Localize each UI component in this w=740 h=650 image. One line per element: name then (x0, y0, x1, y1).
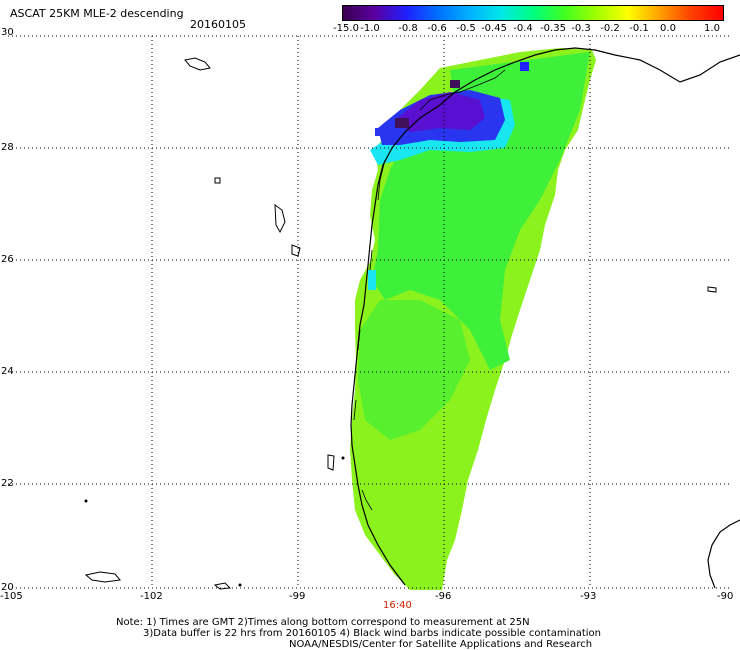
lake-outline (274, 203, 286, 234)
lat-label-26: 26 (1, 254, 14, 265)
colorbar-tick-label: -0.3 (571, 23, 591, 34)
island-dot (84, 499, 88, 503)
swath-blue-pixel (375, 128, 383, 136)
island-dot (341, 456, 345, 460)
note-line-1: Note: 1) Times are GMT 2)Times along bot… (116, 617, 530, 628)
island-dot (238, 583, 242, 587)
lake-outline (84, 571, 121, 583)
lat-label-24: 24 (1, 366, 14, 377)
colorbar-tick-label: -1.0 (360, 23, 380, 34)
lon-label-99: -99 (289, 591, 306, 602)
lat-label-28: 28 (1, 142, 14, 153)
lon-label-96: -96 (435, 591, 452, 602)
note-line-3: NOAA/NESDIS/Center for Satellite Applica… (289, 639, 593, 650)
colorbar-labels: -15.0 -1.0 -0.8 -0.6 -0.5 -0.45 -0.4 -0.35 -0.3-… (330, 23, 740, 35)
grid-lines (8, 35, 732, 589)
lake-outline (184, 57, 211, 71)
colorbar-tick-label: -0.2 (600, 23, 620, 34)
coastline-east (707, 519, 740, 589)
colorbar-tick-label: -0.6 (427, 23, 447, 34)
colorbar (342, 5, 724, 21)
lat-label-22: 22 (1, 478, 14, 489)
lake-outline (291, 244, 301, 257)
time-label: 16:40 (383, 600, 412, 611)
colorbar-tick-label: -0.1 (629, 23, 649, 34)
lon-label-102: -102 (140, 591, 163, 602)
coastline-inner (353, 69, 506, 511)
colorbar-tick-label: -15.0 (333, 23, 359, 34)
coastline (350, 47, 740, 586)
swath-cyan-pixel (368, 270, 376, 290)
date-label: 20160105 (190, 18, 246, 31)
swath-dark-pixel (520, 62, 529, 71)
lat-label-20: 20 (1, 582, 14, 593)
colorbar-tick-label: 1.0 (704, 23, 720, 34)
lake-outline (327, 454, 335, 471)
colorbar-tick-label: -0.45 (481, 23, 507, 34)
lake-outline (707, 286, 717, 293)
colorbar-tick-label: -0.8 (398, 23, 418, 34)
lon-label-90: -90 (717, 591, 734, 602)
swath-dark-pixel (450, 80, 460, 88)
lake-outline (213, 582, 232, 590)
lon-label-105: -105 (0, 591, 23, 602)
colorbar-tick-label: -0.35 (540, 23, 566, 34)
note-line-2: 3)Data buffer is 22 hrs from 20160105 4)… (143, 628, 601, 639)
swath-purple-core (395, 92, 485, 132)
swath-green-zone (372, 52, 590, 370)
swath-green-zone-lower (358, 300, 470, 440)
lon-label-93: -93 (580, 591, 597, 602)
chart-title: ASCAT 25KM MLE-2 descending (10, 7, 184, 20)
swath-dark-pixel (395, 118, 409, 128)
colorbar-tick-label: -0.4 (513, 23, 533, 34)
colorbar-tick-label: -0.5 (456, 23, 476, 34)
colorbar-tick-label: 0.0 (660, 23, 676, 34)
lat-label-30: 30 (1, 27, 14, 38)
lake-outline (214, 177, 221, 184)
